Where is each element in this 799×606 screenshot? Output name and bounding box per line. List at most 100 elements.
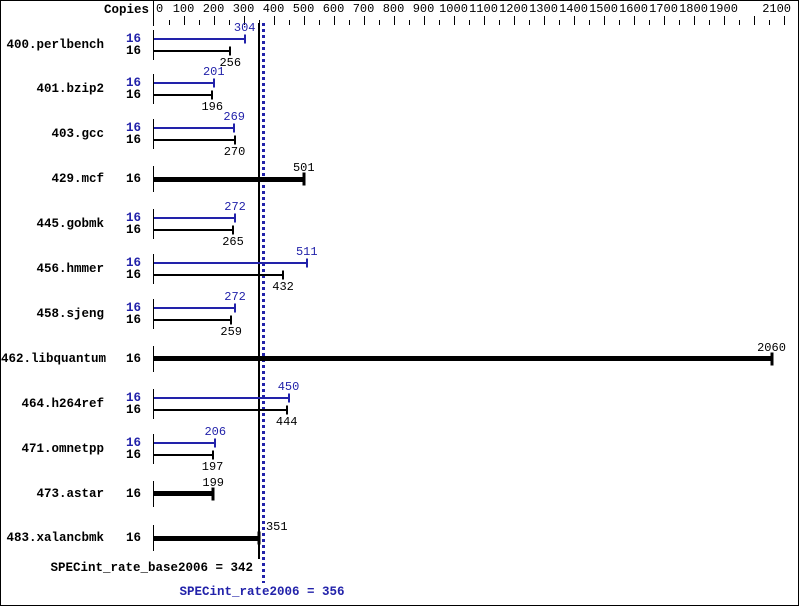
major-tick: [213, 16, 215, 25]
copies-label: 16: [125, 447, 141, 462]
base-bar-endcap: [211, 90, 214, 100]
row-bracket: [153, 29, 154, 60]
row-bracket: [153, 166, 154, 193]
copies-label: 16: [125, 351, 141, 366]
peak-bar: [154, 393, 290, 403]
benchmark-label: 403.gcc: [51, 127, 104, 142]
benchmark-label: 462.libquantum: [1, 351, 107, 366]
minor-tick: [558, 20, 560, 25]
copies-label: 16: [125, 300, 141, 315]
minor-tick: [708, 20, 710, 25]
base-value-label: 501: [292, 161, 315, 176]
x-axis-tick-label: 1000: [439, 2, 468, 16]
row-bracket: [153, 74, 154, 105]
major-tick: [453, 16, 455, 25]
major-tick: [663, 16, 665, 25]
minor-tick: [348, 20, 350, 25]
base-bar-endcap: [282, 270, 285, 280]
copies-column-header: Copies: [103, 3, 149, 17]
x-axis-tick-label: 1200: [499, 2, 528, 16]
copies-label: 16: [125, 133, 141, 148]
x-axis-tick-label: 200: [202, 2, 225, 16]
minor-tick: [318, 20, 320, 25]
peak-value-label: 450: [277, 379, 300, 394]
peak-bar: [154, 213, 237, 223]
x-axis-tick-label: 1800: [679, 2, 708, 16]
base-bar: [154, 531, 261, 545]
base-value-label: 265: [222, 235, 244, 250]
base-bar: [154, 46, 232, 55]
base-bar: [154, 315, 233, 325]
peak-mean-line: [262, 23, 266, 583]
peak-bar: [154, 123, 236, 133]
x-axis-tick-label: 300: [232, 2, 255, 16]
copies-label: 16: [125, 486, 141, 501]
peak-bar: [154, 78, 215, 88]
row-bracket: [153, 209, 154, 240]
peak-bar-endcap: [212, 78, 215, 88]
minor-tick: [768, 20, 770, 25]
minor-tick: [258, 20, 260, 25]
minor-tick: [168, 20, 170, 25]
base-value-label: 351: [265, 520, 288, 535]
row-bracket: [153, 119, 154, 150]
minor-tick: [618, 20, 620, 25]
major-tick: [393, 16, 395, 25]
row-bracket: [153, 480, 154, 507]
major-tick: [723, 16, 725, 25]
base-bar: [154, 352, 773, 366]
minor-tick: [588, 20, 590, 25]
copies-label: 16: [125, 211, 141, 226]
row-bracket: [153, 298, 154, 329]
benchmark-label: 473.astar: [36, 486, 104, 501]
copies-label: 16: [125, 256, 141, 270]
copies-label: 16: [125, 223, 141, 238]
x-axis-tick-label: 1400: [559, 2, 588, 16]
x-axis-tick-label: 900: [412, 2, 435, 16]
benchmark-label: 400.perlbench: [6, 37, 104, 52]
peak-value-label: 272: [224, 289, 246, 304]
x-axis-origin-line: [153, 1, 154, 26]
peak-bar: [154, 258, 308, 268]
copies-label: 16: [125, 88, 141, 103]
peak-bar-endcap: [233, 123, 236, 133]
base-bar-endcap: [230, 315, 233, 325]
x-axis-tick-label: 1700: [649, 2, 678, 16]
minor-tick: [648, 20, 650, 25]
copies-label: 16: [125, 312, 141, 327]
base-value-label: 199: [202, 475, 224, 490]
major-tick: [573, 16, 575, 25]
copies-label: 16: [125, 268, 141, 282]
major-tick: [183, 16, 185, 25]
major-tick: [273, 16, 275, 25]
peak-value-label: 272: [224, 200, 246, 215]
base-bar-endcap: [211, 487, 215, 500]
copies-label: 16: [125, 31, 141, 46]
benchmark-label: 401.bzip2: [36, 82, 104, 97]
row-bracket: [153, 345, 154, 372]
peak-value-label: 206: [204, 424, 227, 439]
base-bar-endcap: [211, 450, 214, 460]
copies-label: 16: [125, 390, 141, 405]
major-tick: [303, 16, 305, 25]
base-value-label: 2060: [757, 340, 786, 355]
copies-label: 16: [125, 76, 141, 91]
benchmark-label: 445.gobmk: [36, 217, 104, 232]
base-bar-endcap: [233, 135, 236, 145]
x-axis-tick-label: 500: [292, 2, 315, 16]
x-axis-tick-label: 100: [172, 2, 195, 16]
base-bar: [154, 270, 285, 280]
minor-tick: [438, 20, 440, 25]
base-bar-endcap: [285, 405, 288, 415]
minor-tick: [528, 20, 530, 25]
x-axis-tick-label: 1900: [709, 2, 738, 16]
